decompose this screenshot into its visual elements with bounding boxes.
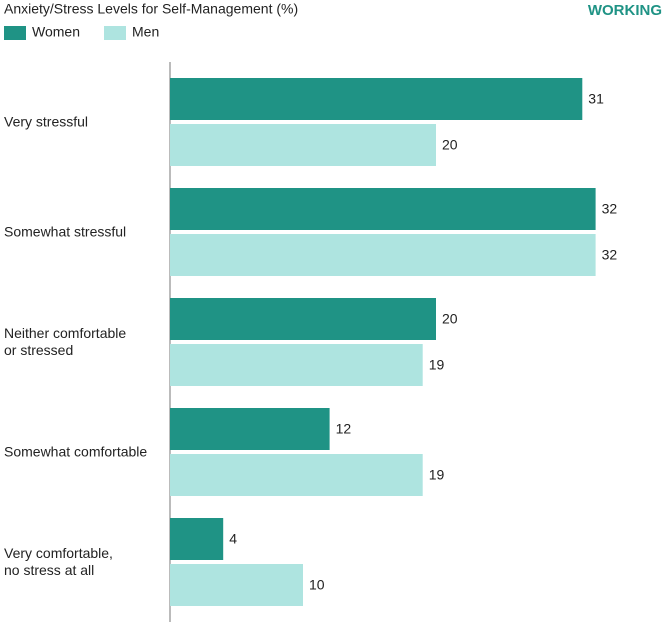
legend-swatch — [104, 26, 126, 40]
bar — [170, 518, 224, 560]
category-label: Very stressful — [4, 113, 89, 130]
legend-label: Women — [32, 24, 80, 40]
bar — [170, 124, 436, 166]
chart-title: Anxiety/Stress Levels for Self-Managemen… — [4, 1, 298, 17]
value-label: 31 — [588, 91, 604, 107]
category-label: Neither comfortable or stressed — [4, 325, 127, 358]
bar — [170, 234, 596, 276]
category-label: Very comfortable, no stress at all — [4, 545, 113, 578]
value-label: 4 — [229, 531, 237, 547]
legend-label: Men — [132, 24, 159, 40]
bar — [170, 298, 436, 340]
category-label: Somewhat comfortable — [4, 443, 148, 460]
value-label: 19 — [429, 357, 445, 373]
value-label: 20 — [442, 311, 458, 327]
bar — [170, 188, 596, 230]
value-label: 20 — [442, 137, 458, 153]
value-label: 32 — [602, 247, 618, 263]
brand-tag: WORKING — [588, 2, 662, 19]
bar — [170, 408, 330, 450]
category-label: Somewhat stressful — [4, 223, 127, 240]
bar — [170, 78, 583, 120]
value-label: 32 — [602, 201, 618, 217]
value-label: 10 — [309, 577, 325, 593]
bar — [170, 344, 423, 386]
bar — [170, 564, 303, 606]
bar — [170, 454, 423, 496]
value-label: 19 — [429, 467, 445, 483]
value-label: 12 — [336, 421, 352, 437]
legend-swatch — [4, 26, 26, 40]
